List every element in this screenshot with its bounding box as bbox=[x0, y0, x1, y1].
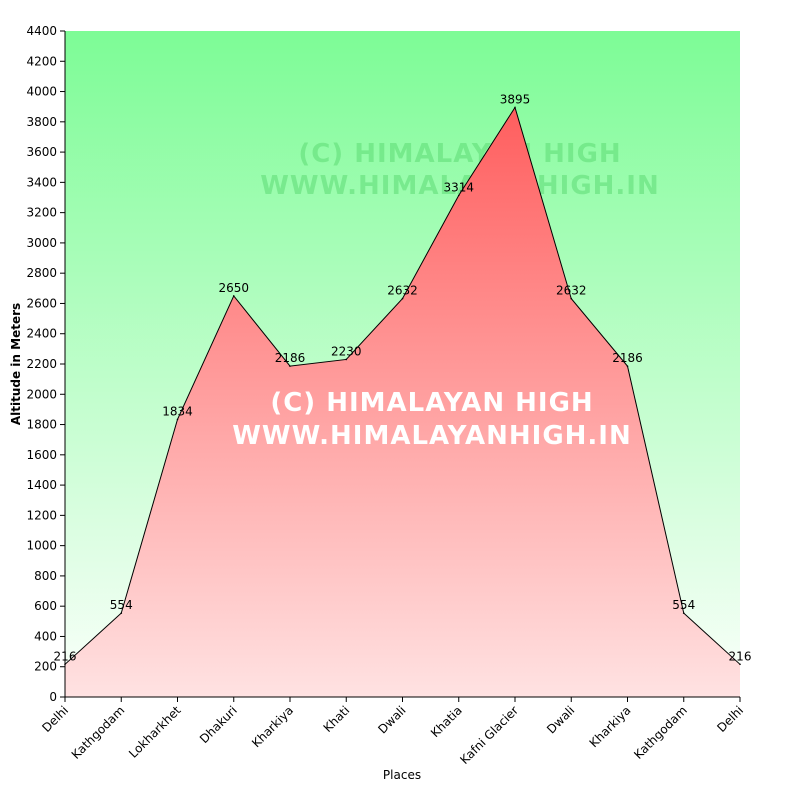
y-tick-label: 3000 bbox=[26, 236, 57, 250]
y-tick-label: 3200 bbox=[26, 206, 57, 220]
data-label: 2632 bbox=[556, 284, 587, 298]
y-tick-label: 400 bbox=[34, 629, 57, 643]
watermark-faint-line1: (C) HIMALAYAN HIGH bbox=[298, 139, 621, 169]
data-point bbox=[289, 365, 291, 367]
y-tick-label: 3600 bbox=[26, 145, 57, 159]
data-label: 2186 bbox=[275, 351, 306, 365]
y-tick-label: 2600 bbox=[26, 296, 57, 310]
y-tick-label: 600 bbox=[34, 599, 57, 613]
y-tick-label: 800 bbox=[34, 569, 57, 583]
data-point bbox=[120, 612, 123, 614]
data-point bbox=[457, 194, 460, 197]
data-label: 2632 bbox=[387, 284, 418, 298]
data-point bbox=[626, 365, 629, 367]
x-axis-title: Places bbox=[383, 768, 421, 782]
y-tick-label: 0 bbox=[49, 690, 57, 704]
y-tick-label: 1800 bbox=[26, 418, 57, 432]
y-tick-label: 3400 bbox=[26, 175, 57, 189]
x-tick-label: Delhi bbox=[714, 703, 746, 735]
watermark-faint: (C) HIMALAYAN HIGH WWW.HIMALAYANHIGH.IN bbox=[260, 139, 659, 201]
data-label: 554 bbox=[110, 598, 133, 612]
y-tick-label: 2800 bbox=[26, 266, 57, 280]
x-tick-label: Kafni Glacier bbox=[457, 703, 521, 767]
y-tick-label: 4400 bbox=[26, 24, 57, 38]
x-tick-label: Khatia bbox=[428, 703, 465, 740]
watermark: (C) HIMALAYAN HIGH WWW.HIMALAYANHIGH.IN bbox=[232, 388, 632, 451]
data-label: 216 bbox=[729, 649, 752, 663]
y-tick-label: 4200 bbox=[26, 54, 57, 68]
y-axis-title: Altitude in Meters bbox=[9, 303, 23, 425]
watermark-line1: (C) HIMALAYAN HIGH bbox=[270, 388, 593, 418]
data-label: 2650 bbox=[218, 281, 249, 295]
data-point bbox=[232, 295, 235, 297]
y-tick-label: 1000 bbox=[26, 539, 57, 553]
data-point bbox=[514, 106, 516, 109]
x-tick-label: Kharkiya bbox=[249, 703, 296, 750]
y-tick-label: 1400 bbox=[26, 478, 57, 492]
data-label: 1834 bbox=[162, 404, 193, 418]
y-tick-label: 2000 bbox=[26, 387, 57, 401]
y-tick-label: 1600 bbox=[26, 448, 57, 462]
data-point bbox=[176, 418, 179, 421]
y-tick-label: 200 bbox=[34, 660, 57, 674]
data-label: 3314 bbox=[443, 180, 474, 194]
x-tick-label: Kathgodam bbox=[631, 703, 690, 762]
altitude-area bbox=[65, 107, 740, 697]
x-tick-label: Dhakuri bbox=[197, 703, 240, 746]
y-tick-label: 4000 bbox=[26, 85, 57, 99]
x-tick-label: Delhi bbox=[39, 703, 71, 735]
x-tick-label: Kathgodam bbox=[69, 703, 128, 762]
data-label: 2230 bbox=[331, 344, 362, 358]
data-point bbox=[682, 612, 685, 614]
data-point bbox=[739, 663, 741, 666]
x-tick-label: Kharkiya bbox=[587, 703, 634, 750]
x-tick-label: Dwali bbox=[544, 703, 577, 736]
data-label: 554 bbox=[672, 598, 695, 612]
data-point bbox=[570, 297, 573, 300]
x-tick-label: Khati bbox=[321, 703, 353, 735]
data-point bbox=[345, 358, 348, 361]
x-tick-label: Lokharkhet bbox=[126, 703, 184, 761]
y-tick-label: 3800 bbox=[26, 115, 57, 129]
data-label: 2186 bbox=[612, 351, 643, 365]
data-label: 3895 bbox=[500, 92, 531, 106]
watermark-line2: WWW.HIMALAYANHIGH.IN bbox=[232, 421, 632, 451]
data-point bbox=[401, 297, 404, 300]
y-tick-label: 2200 bbox=[26, 357, 57, 371]
y-tick-label: 1200 bbox=[26, 508, 57, 522]
x-tick-label: Dwali bbox=[375, 703, 408, 736]
y-tick-label: 2400 bbox=[26, 327, 57, 341]
